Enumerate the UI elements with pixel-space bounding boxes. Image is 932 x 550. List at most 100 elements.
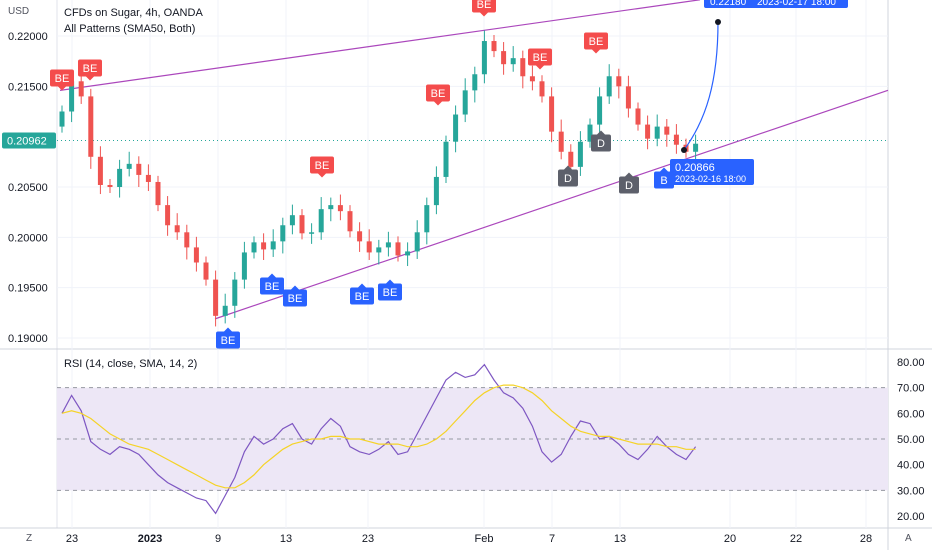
rsi-legend[interactable]: RSI (14, close, SMA, 14, 2): [64, 358, 198, 370]
pattern-badge-box: [619, 176, 639, 194]
candle-body: [347, 211, 353, 232]
pattern-badge-bearish: BE: [472, 0, 496, 17]
time-axis[interactable]: 23 2023 9 13 23 Feb 7 13 20 22 28: [66, 533, 872, 545]
candle-body: [510, 58, 516, 65]
time-tick-label: 13: [280, 533, 292, 545]
pattern-badge-bullish: BE: [378, 279, 402, 301]
pattern-badge-label: D: [564, 173, 572, 185]
candle-body: [309, 232, 315, 234]
time-tick-label: 22: [790, 533, 802, 545]
time-tick-label: Feb: [475, 533, 494, 545]
candle-body: [88, 96, 94, 157]
pattern-badge-box: [310, 156, 334, 174]
rsi-tick-label: 30.00: [897, 485, 925, 497]
time-tick-label: 20: [724, 533, 736, 545]
time-tick-label: 23: [66, 533, 78, 545]
pattern-badge-pointer: [564, 165, 572, 170]
candle-body: [414, 232, 420, 252]
pattern-badge-pointer: [318, 173, 326, 178]
candle-body: [520, 58, 526, 77]
time-tick-label: 13: [614, 533, 626, 545]
pattern-badge-pointer: [291, 285, 299, 290]
candle-body: [693, 143, 699, 152]
pattern-badge-bullish: BE: [216, 327, 240, 349]
forecast-start-box: [670, 159, 754, 185]
candle-body: [597, 96, 603, 125]
candle-body: [289, 215, 295, 226]
pattern-badge-label: BE: [383, 287, 398, 299]
pattern-badge-pointer: [268, 273, 276, 278]
pattern-badge-pointer: [480, 12, 488, 17]
candle-body: [472, 74, 478, 91]
candle-body: [193, 247, 199, 263]
pattern-badge-label: BE: [477, 0, 492, 11]
auto-scale-button[interactable]: A: [905, 533, 912, 544]
candle-body: [501, 51, 507, 65]
candle-body: [184, 232, 190, 248]
candle-body: [117, 168, 123, 187]
pattern-badge-bearish: BE: [584, 32, 608, 54]
pattern-badge-box: [50, 69, 74, 87]
pattern-badge-neutral: D: [619, 172, 639, 194]
candle-body: [328, 205, 334, 210]
candle-body: [97, 156, 103, 185]
pattern-badge-label: BE: [83, 63, 98, 75]
pattern-badge-box: [584, 32, 608, 50]
candle-body: [222, 305, 228, 316]
rsi-line: [61, 363, 697, 515]
pattern-badge-pointer: [358, 283, 366, 288]
rsi-band-layer: [57, 387, 888, 491]
candle-body: [395, 242, 401, 256]
rsi-layer: [61, 363, 697, 515]
symbol-legend[interactable]: CFDs on Sugar, 4h, OANDA: [64, 7, 203, 19]
candle-body: [424, 205, 430, 233]
rsi-axis[interactable]: 20.00 30.00 40.00 50.00 60.00 70.00 80.00: [897, 357, 925, 523]
pattern-badge-bullish: BE: [283, 285, 307, 307]
rsi-tick-label: 50.00: [897, 434, 925, 446]
candle-body: [203, 262, 209, 280]
last-price-tag: [2, 132, 56, 149]
timezone-button[interactable]: Z: [26, 533, 33, 544]
candle-body: [462, 90, 468, 115]
forecast-target-price: 0.22180: [710, 0, 747, 8]
candle-body: [145, 174, 151, 182]
trendline-layer[interactable]: [59, 0, 889, 320]
pattern-badge-pointer: [434, 101, 442, 106]
candle-body: [69, 81, 75, 112]
candle-body: [405, 251, 411, 256]
pattern-badge-pointer: [536, 65, 544, 70]
candle-body: [606, 76, 612, 97]
candle-body: [616, 76, 622, 87]
pattern-badge-box: [654, 171, 674, 189]
pattern-badge-label: BE: [355, 291, 370, 303]
candle-layer: [59, 30, 699, 327]
candle-body: [568, 151, 574, 167]
forecast-target-date: 2023-02-17 18:00: [757, 0, 836, 8]
candle-body: [251, 242, 257, 253]
candle-body: [213, 279, 219, 316]
rsi-ma-line: [61, 384, 696, 489]
candle-body: [635, 108, 641, 125]
candle-body: [577, 141, 583, 167]
last-price-label: 0.20962: [7, 135, 47, 147]
indicator-legend[interactable]: All Patterns (SMA50, Both): [64, 23, 196, 35]
pattern-badge-label: BE: [265, 281, 280, 293]
price-axis[interactable]: 0.19000 0.19500 0.20000 0.20500 0.21500 0.220…: [2, 31, 56, 345]
pattern-badge-box: [558, 169, 578, 187]
candle-body: [357, 231, 363, 242]
pattern-badge-box: [378, 283, 402, 301]
annotation-layer: BE BE BE BE BE BE BE BE BE BE BE BE B D D D: [50, 0, 674, 349]
rsi-tick-label: 40.00: [897, 460, 925, 472]
candle-body: [385, 242, 391, 248]
candle-body: [654, 126, 660, 139]
candle-body: [529, 76, 535, 82]
price-tick-label: 0.20000: [8, 232, 48, 244]
price-tick-label: 0.22000: [8, 31, 48, 43]
pattern-badge-pointer: [625, 172, 633, 177]
pattern-badge-pointer: [224, 327, 232, 332]
candle-body: [443, 141, 449, 177]
pattern-badge-label: D: [597, 138, 605, 150]
pattern-badge-bullish: BE: [350, 283, 374, 305]
